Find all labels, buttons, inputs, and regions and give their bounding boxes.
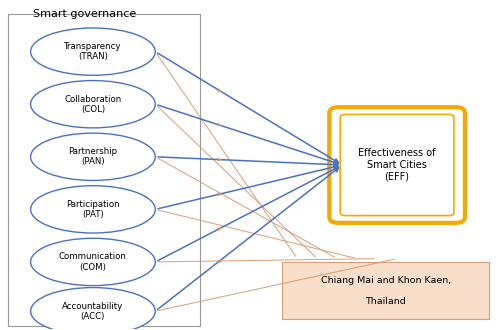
FancyBboxPatch shape — [330, 107, 465, 223]
Text: Communication
(COM): Communication (COM) — [59, 252, 127, 272]
Text: Effectiveness of
Smart Cities
(EFF): Effectiveness of Smart Cities (EFF) — [358, 148, 436, 182]
Text: Chiang Mai and Khon Kaen,

Thailand: Chiang Mai and Khon Kaen, Thailand — [320, 276, 451, 306]
Text: Partnership
(PAN): Partnership (PAN) — [68, 147, 117, 166]
Ellipse shape — [30, 28, 156, 75]
FancyBboxPatch shape — [340, 115, 454, 215]
Ellipse shape — [30, 186, 156, 233]
FancyBboxPatch shape — [8, 14, 200, 326]
Text: Accountability
(ACC): Accountability (ACC) — [62, 302, 124, 321]
Ellipse shape — [30, 238, 156, 285]
Ellipse shape — [30, 287, 156, 330]
Ellipse shape — [30, 81, 156, 128]
Ellipse shape — [30, 133, 156, 181]
Text: Smart governance: Smart governance — [33, 9, 136, 19]
FancyBboxPatch shape — [282, 262, 490, 319]
Text: Participation
(PAT): Participation (PAT) — [66, 200, 120, 219]
Text: Transparency
(TRAN): Transparency (TRAN) — [64, 42, 122, 61]
Text: Collaboration
(COL): Collaboration (COL) — [64, 94, 122, 114]
